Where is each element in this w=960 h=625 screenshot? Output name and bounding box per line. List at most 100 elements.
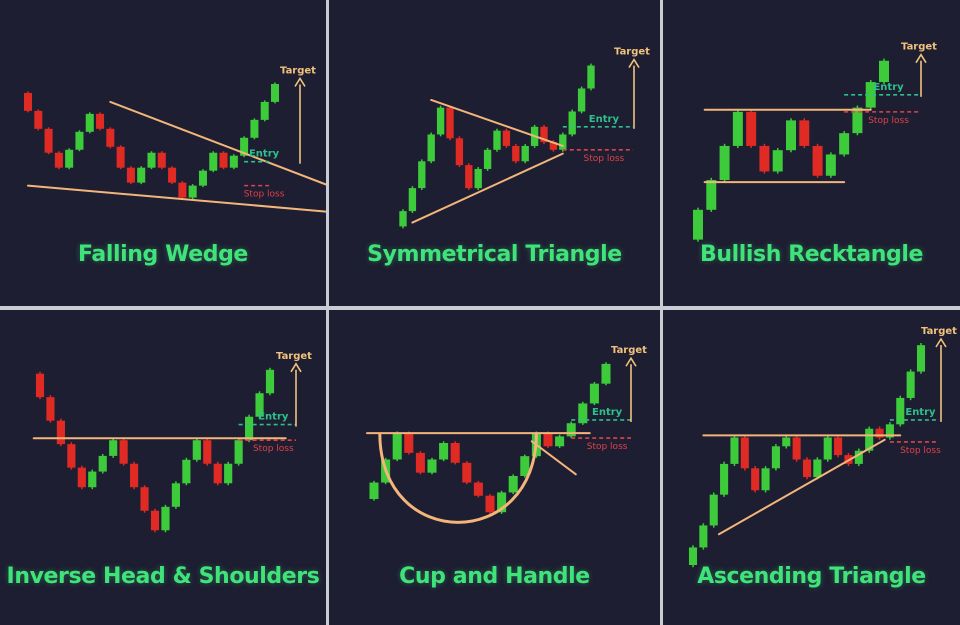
bearish-candle — [462, 462, 472, 483]
cup-and-handle-title: Cup and Handle — [399, 564, 590, 589]
bearish-candle — [178, 182, 187, 198]
bullish-candle — [706, 180, 717, 210]
bullish-candle — [508, 475, 518, 493]
bullish-candle — [255, 393, 264, 417]
bearish-candle — [792, 437, 801, 460]
bullish-rectangle-title: Bullish Recktangle — [699, 242, 924, 267]
entry-label: Entry — [905, 407, 936, 418]
target-arrow-head — [290, 362, 302, 373]
target-label: Target — [276, 351, 312, 362]
bullish-candle — [260, 101, 269, 120]
entry-label: Entry — [258, 412, 289, 423]
bearish-candle — [34, 110, 43, 129]
bullish-candle — [240, 137, 249, 156]
bullish-candle — [250, 119, 259, 138]
bullish-candle — [483, 149, 492, 169]
bullish-candle — [521, 145, 529, 162]
bullish-candle — [688, 547, 698, 566]
bullish-candle — [171, 483, 180, 507]
bullish-candle — [98, 455, 107, 472]
bullish-candle — [885, 424, 894, 438]
inverse-head-shoulders-title: Inverse Head & Shoulders — [6, 564, 320, 589]
target-label: Target — [611, 345, 647, 356]
bearish-candle — [759, 145, 770, 172]
bearish-candle — [96, 113, 105, 129]
bearish-candle — [35, 373, 45, 398]
bearish-candle — [150, 510, 160, 531]
bullish-candle — [520, 456, 530, 476]
bearish-candle — [77, 467, 86, 488]
bearish-candle — [751, 468, 760, 491]
cup-and-handle-panel: Entry Stop loss Target Cup and Handle — [329, 310, 660, 625]
bearish-candle — [540, 126, 548, 143]
bullish-candle — [270, 83, 280, 102]
bullish-candle — [224, 463, 233, 484]
bullish-candle — [418, 161, 426, 189]
bullish-candle — [497, 492, 507, 513]
bearish-candle — [543, 433, 553, 447]
target-label: Target — [614, 47, 650, 58]
bullish-candle — [85, 113, 94, 132]
bearish-candle — [213, 463, 222, 484]
bullish-candle — [865, 82, 876, 108]
entry-label: Entry — [589, 114, 620, 125]
bullish-candle — [693, 209, 703, 240]
bullish-candle — [427, 134, 435, 162]
falling-wedge-panel: Entry Stop loss Target Falling Wedge — [0, 0, 326, 306]
bullish-candle — [854, 450, 863, 464]
bullish-candle — [782, 437, 791, 447]
bullish-candle — [555, 436, 565, 447]
bearish-candle — [450, 443, 460, 463]
bullish-candle — [587, 65, 595, 89]
stop-loss-label: Stop loss — [587, 442, 628, 452]
falling-wedge-chart: Entry Stop loss Target — [23, 65, 326, 213]
bearish-candle — [485, 495, 495, 513]
bullish-candle — [730, 437, 739, 464]
bearish-candle — [106, 128, 115, 147]
bullish-candle — [823, 437, 832, 460]
bullish-candle — [720, 463, 729, 495]
bullish-rectangle-chart: Entry Stop loss Target — [693, 42, 937, 242]
bearish-candle — [56, 420, 65, 445]
bearish-candle — [812, 145, 823, 176]
bearish-candle — [465, 165, 473, 189]
bearish-candle — [157, 152, 166, 168]
stop-loss-label: Stop loss — [244, 190, 285, 200]
bearish-candle — [512, 145, 520, 162]
bearish-candle — [119, 440, 128, 464]
stop-loss-label: Stop loss — [253, 444, 294, 454]
bullish-candle — [813, 459, 822, 478]
target-arrow-head — [628, 58, 640, 69]
target-arrow-head — [935, 337, 947, 348]
bearish-candle — [126, 167, 135, 183]
entry-label: Entry — [249, 149, 280, 160]
bullish-candle — [229, 155, 238, 168]
cup-and-handle-chart: Entry Stop loss Target — [366, 345, 647, 524]
cup-curve — [378, 433, 538, 524]
target-label: Target — [280, 65, 316, 76]
symmetrical-triangle-chart: Entry Stop loss Target — [399, 47, 650, 229]
bearish-candle — [46, 397, 55, 421]
bullish-candle — [578, 403, 588, 424]
stop-loss-label: Stop loss — [584, 154, 625, 164]
bullish-candle — [709, 494, 718, 526]
bullish-candle — [188, 185, 197, 198]
falling-wedge-title: Falling Wedge — [78, 242, 248, 267]
bullish-candle — [245, 416, 254, 441]
bullish-candle — [161, 506, 170, 531]
bearish-candle — [502, 130, 511, 146]
bearish-candle — [130, 463, 139, 488]
bullish-candle — [209, 152, 218, 171]
bearish-candle — [446, 107, 454, 139]
bullish-candle — [786, 120, 796, 151]
bearish-candle — [875, 428, 884, 438]
bearish-candle — [415, 452, 425, 473]
bearish-candle — [455, 138, 464, 166]
bullish-candle — [65, 149, 74, 168]
stop-loss-label: Stop loss — [900, 446, 941, 456]
bullish-candle — [88, 471, 97, 488]
bullish-candle — [182, 459, 191, 484]
bearish-candle — [23, 92, 33, 111]
bullish-candle — [474, 168, 482, 189]
